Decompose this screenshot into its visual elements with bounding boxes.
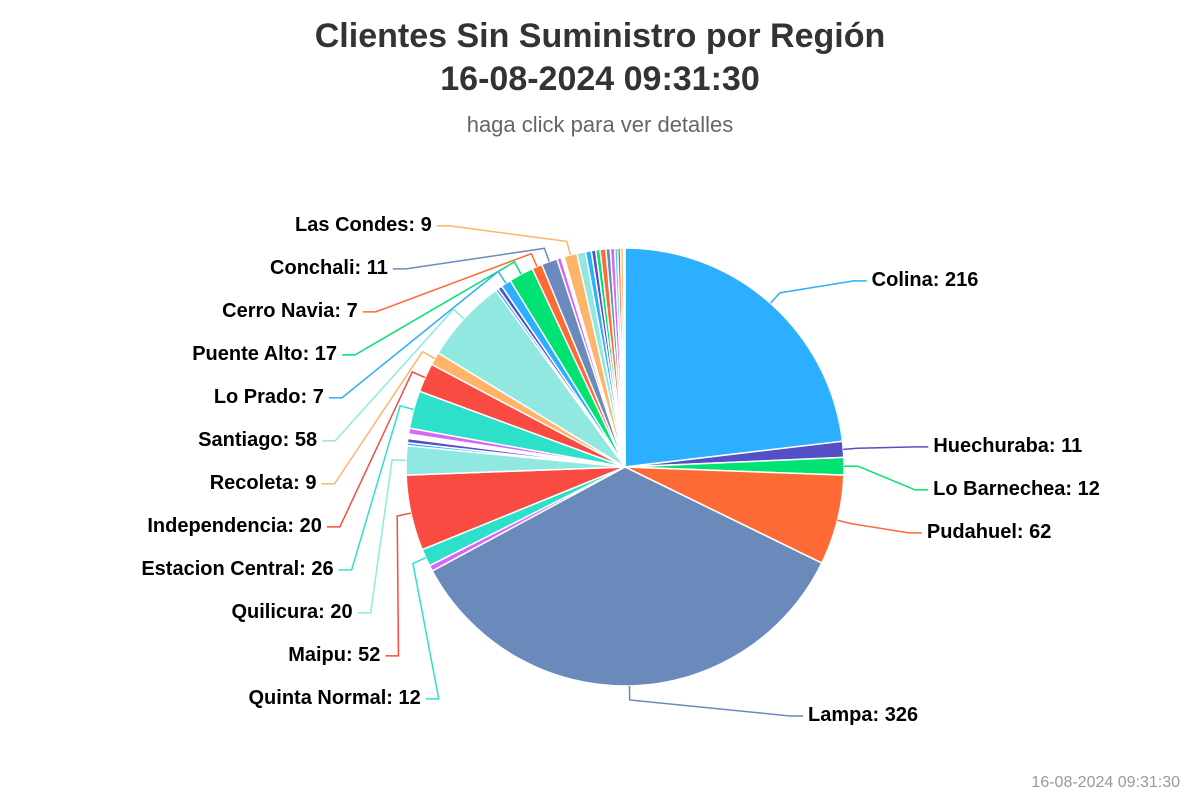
pie-slice xyxy=(624,247,844,468)
data-label: Estacion Central: 26 xyxy=(141,558,333,580)
data-label: Puente Alto: 17 xyxy=(192,343,337,365)
credits: 16-08-2024 09:31:30 xyxy=(1031,774,1180,791)
connector xyxy=(392,247,550,270)
connector xyxy=(412,557,440,700)
connector xyxy=(357,459,407,614)
data-label: Las Condes: 9 xyxy=(295,214,432,236)
data-label: Independencia: 20 xyxy=(147,515,322,537)
data-label: Lo Barnechea: 12 xyxy=(933,478,1100,500)
connector xyxy=(628,685,804,717)
data-label: Lampa: 326 xyxy=(808,704,918,726)
connector xyxy=(328,270,507,399)
data-label: Cerro Navia: 7 xyxy=(222,300,358,322)
connector xyxy=(436,225,572,256)
data-label: Quinta Normal: 12 xyxy=(248,687,420,709)
data-label: Maipu: 52 xyxy=(288,644,380,666)
connector xyxy=(385,512,412,657)
data-label: Quilicura: 20 xyxy=(231,601,352,623)
connector xyxy=(843,465,929,491)
data-label: Conchali: 11 xyxy=(270,257,388,279)
data-label: Recoleta: 9 xyxy=(210,472,317,494)
pie-slice xyxy=(622,247,626,468)
data-label: Colina: 216 xyxy=(872,269,979,291)
chart-subtitle: haga click para ver detalles xyxy=(467,112,734,137)
connector xyxy=(322,308,465,442)
connector xyxy=(843,446,929,451)
chart-title: Clientes Sin Suministro por Región xyxy=(315,17,886,55)
chart-title: 16-08-2024 09:31:30 xyxy=(440,60,759,98)
connector xyxy=(342,260,522,356)
data-label: Huechuraba: 11 xyxy=(933,435,1082,457)
connector xyxy=(837,519,922,534)
data-label: Santiago: 58 xyxy=(198,429,317,451)
connector xyxy=(321,350,436,485)
data-label: Pudahuel: 62 xyxy=(927,521,1051,543)
pie-slice xyxy=(431,466,823,687)
connector xyxy=(362,252,538,313)
connector xyxy=(338,404,414,571)
data-label: Lo Prado: 7 xyxy=(214,386,324,408)
connector xyxy=(326,370,426,528)
connector xyxy=(769,280,867,304)
